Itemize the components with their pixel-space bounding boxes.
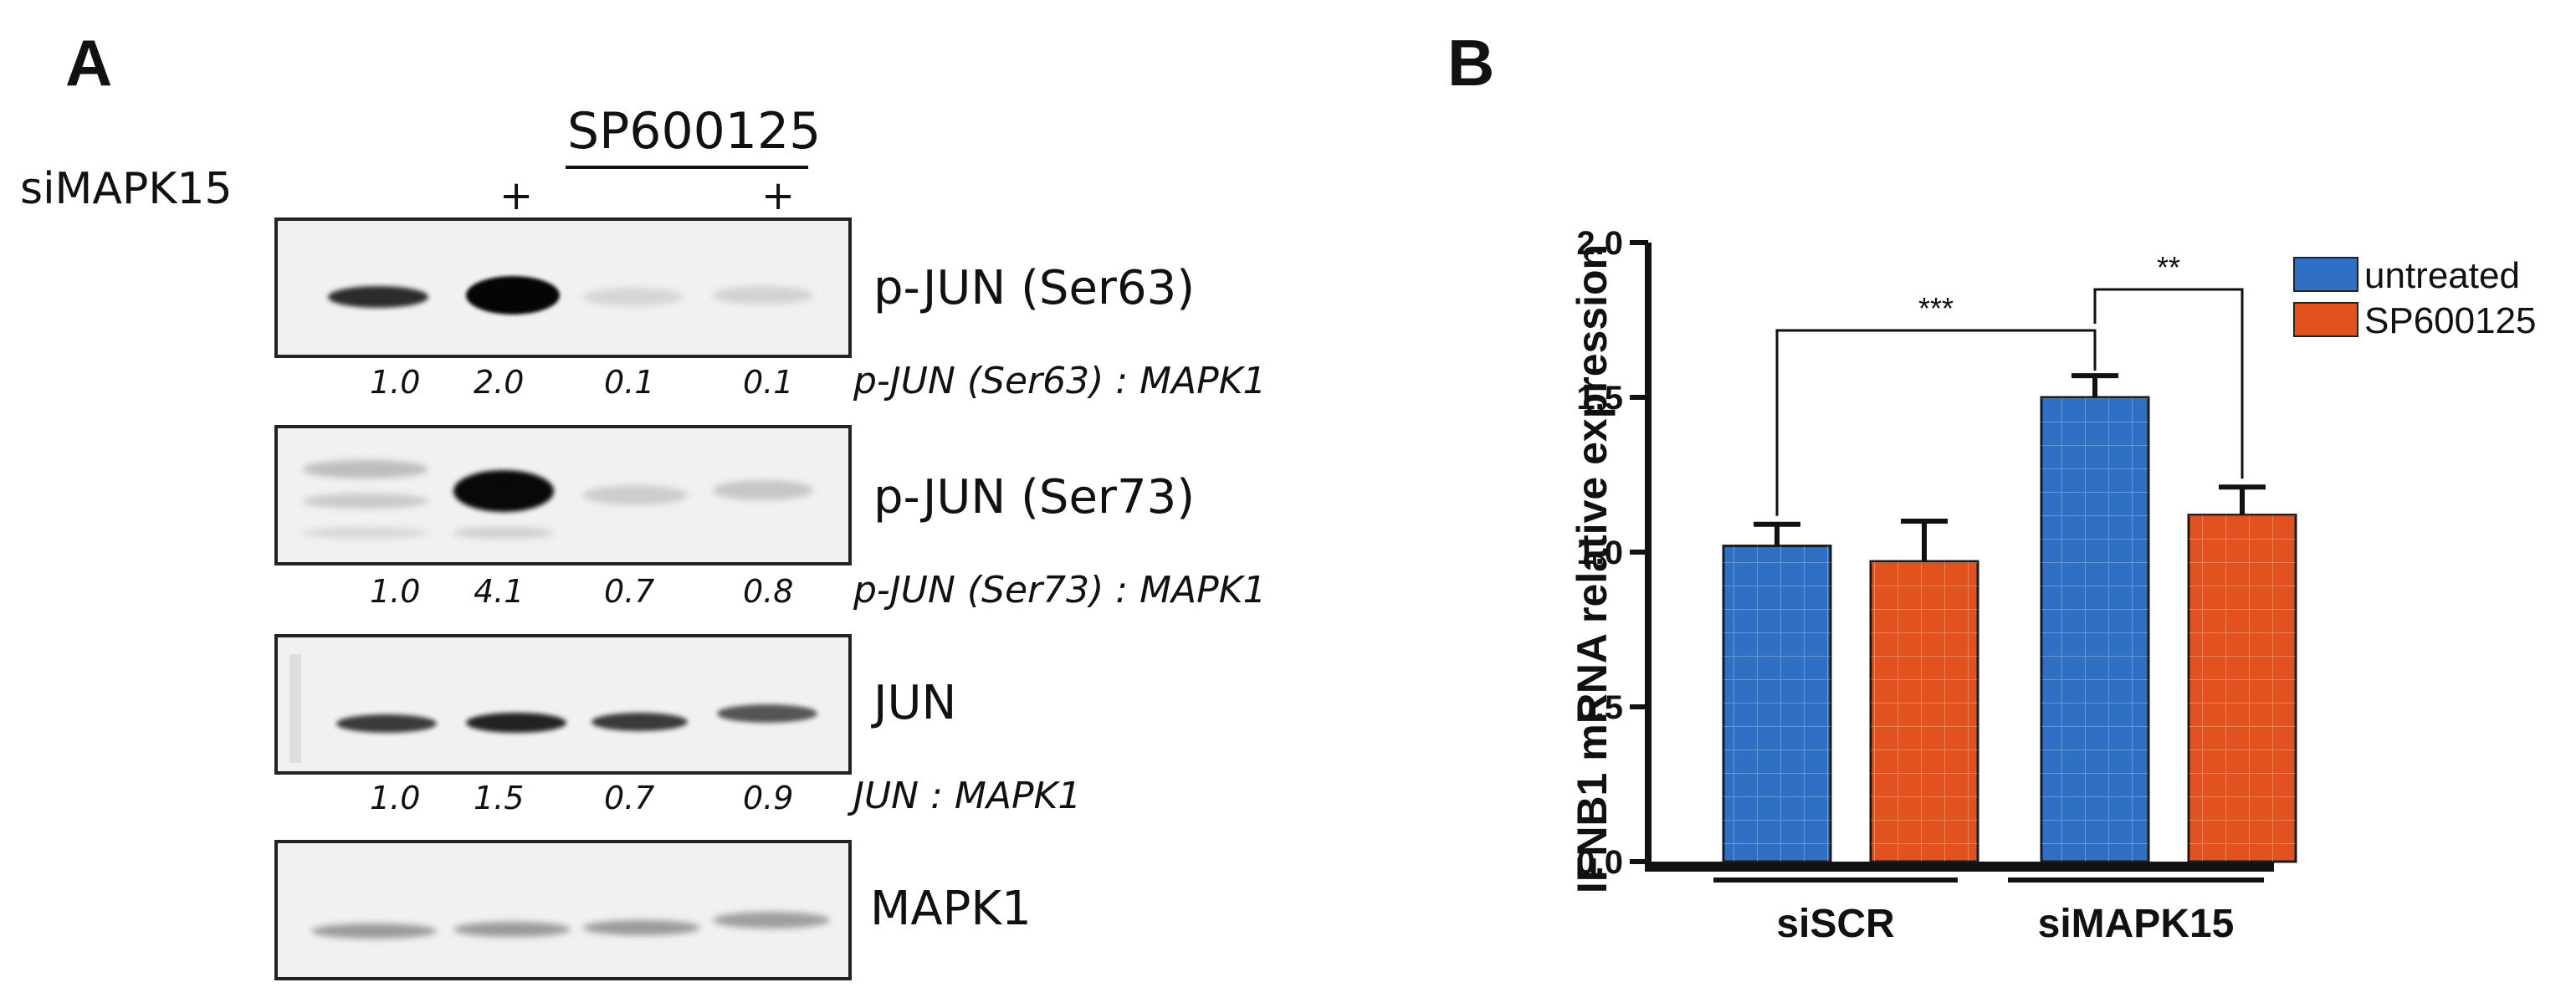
ratio-value: 1.0: [370, 573, 421, 610]
ratio-value: 0.7: [604, 780, 655, 816]
ratio-value: 0.8: [743, 573, 794, 610]
treatment-group-bracket: [566, 166, 808, 169]
ratio-label-jun: JUN : MAPK1: [853, 775, 1082, 817]
band: [303, 527, 428, 539]
blot-pjun-ser63: [274, 217, 852, 358]
treatment-group-label: SP600125: [567, 102, 822, 161]
band: [303, 494, 428, 509]
ratio-value: 0.1: [743, 364, 794, 401]
band: [453, 470, 554, 512]
band: [466, 713, 566, 733]
ratio-value: 2.0: [474, 364, 525, 401]
significance-label: **: [2157, 250, 2180, 284]
band: [583, 288, 684, 306]
band: [583, 485, 688, 505]
ratio-label-pjun-ser63: p-JUN (Ser63) : MAPK1: [853, 360, 1267, 402]
bar-texture: [2041, 397, 2148, 862]
bar-texture: [2189, 514, 2296, 862]
blot-label-pjun-ser73: p-JUN (Ser73): [873, 470, 1196, 524]
ratio-value: 0.1: [604, 364, 655, 401]
group-label: siSCR: [1776, 902, 1894, 946]
y-tick-label: 2.0: [1576, 225, 1623, 262]
band: [713, 912, 830, 929]
y-tick-label: 1.0: [1576, 535, 1623, 571]
lane-mark-4: +: [761, 172, 796, 219]
blot-mapk1: [274, 840, 852, 980]
band: [583, 920, 700, 935]
ratio-value: 1.0: [370, 780, 421, 816]
band: [453, 527, 554, 539]
ratio-value: 0.9: [743, 780, 794, 816]
band: [466, 276, 560, 315]
band: [453, 922, 571, 937]
panel-a-letter: A: [65, 26, 113, 100]
significance-label: ***: [1918, 291, 1954, 325]
band: [713, 480, 813, 500]
ratio-value: 1.0: [370, 364, 421, 401]
blot-pjun-ser73: [274, 425, 852, 565]
y-tick-label: 0.0: [1576, 844, 1623, 881]
panel-b-letter: B: [1447, 26, 1495, 100]
blot-label-jun: JUN: [873, 676, 957, 730]
ratio-value: 4.1: [474, 573, 525, 610]
bar-texture: [1871, 561, 1978, 862]
significance-bracket: [2093, 288, 2244, 479]
legend-label: SP600125: [2364, 300, 2537, 341]
band: [328, 286, 428, 308]
band: [713, 286, 813, 304]
blot-jun: [274, 634, 852, 775]
legend-swatch: [2293, 257, 2358, 292]
y-tick-label: 0.5: [1576, 689, 1623, 726]
significance-bracket: [1775, 329, 2097, 516]
band: [303, 460, 428, 478]
band: [311, 924, 437, 939]
y-tick-label: 1.5: [1576, 380, 1623, 417]
y-axis-label: IFNB1 mRNA relative expression: [1569, 244, 1616, 893]
blot-edge-artifact: [289, 654, 301, 763]
ratio-value: 1.5: [474, 780, 525, 816]
ratio-label-pjun-ser73: p-JUN (Ser73) : MAPK1: [853, 569, 1267, 611]
band: [717, 704, 817, 723]
blot-label-pjun-ser63: p-JUN (Ser63): [873, 261, 1196, 315]
group-label: siMAPK15: [2038, 902, 2235, 946]
band: [336, 714, 437, 733]
legend-label: untreated: [2364, 255, 2520, 296]
ratio-value: 0.7: [604, 573, 655, 610]
legend-swatch: [2293, 302, 2358, 337]
band: [592, 713, 688, 731]
row-label-simapk15: siMAPK15: [20, 164, 233, 214]
bar-texture: [1723, 545, 1831, 862]
lane-mark-2: +: [499, 172, 534, 219]
blot-label-mapk1: MAPK1: [870, 882, 1032, 936]
